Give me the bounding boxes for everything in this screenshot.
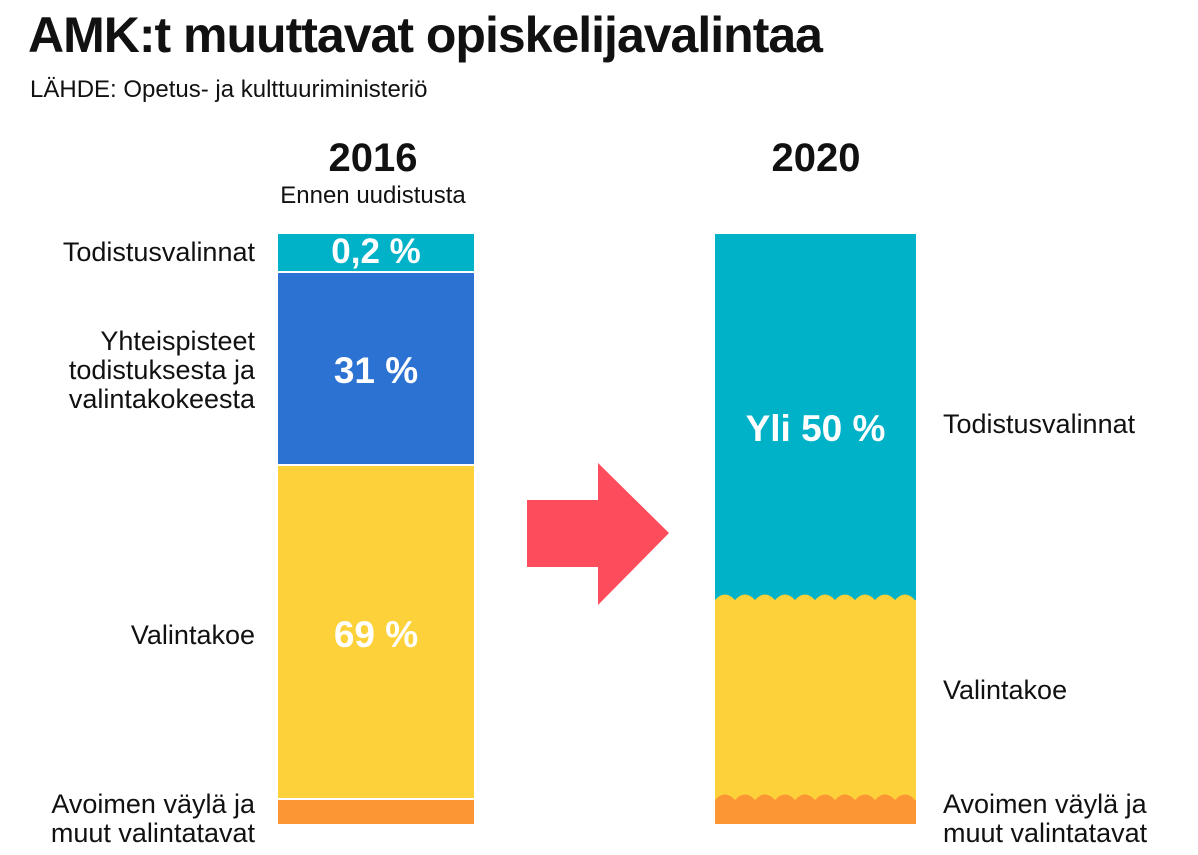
year-2016-label: 2016 xyxy=(328,136,418,180)
bar-2020-valintakoe xyxy=(715,594,916,800)
year-2016-subtitle: Ennen uudistusta xyxy=(280,182,466,209)
right-label-valintakoe: Valintakoe xyxy=(943,675,1068,705)
label-line: muut valintatavat xyxy=(943,818,1148,848)
label-line: todistuksesta ja xyxy=(68,355,255,385)
bar-2020-todistusvalinnat xyxy=(715,234,916,614)
year-2020-label: 2020 xyxy=(771,136,861,180)
label-line: Avoimen väylä ja xyxy=(943,789,1147,819)
left-label-valintakoe: Valintakoe xyxy=(130,620,255,650)
bar-2016-valintakoe-value: 69 % xyxy=(333,614,419,655)
left-label-yhteispisteet: Yhteispisteet todistuksesta ja valintakoke… xyxy=(69,327,255,414)
bar-2016-avoimen-vayla xyxy=(278,799,474,824)
bar-2020-avoimen-vayla xyxy=(715,794,916,824)
bar-2016-todistusvalinnat-value: 0,2 % xyxy=(331,232,421,271)
right-label-avoimen-vayla: Avoimen väylä ja muut valintatavat xyxy=(943,790,1147,848)
label-line: Avoimen väylä ja xyxy=(51,789,255,819)
label-line: valintakokeesta xyxy=(68,384,255,414)
bar-2016-valintakoe xyxy=(278,465,474,799)
bar-2016-todistusvalinnat xyxy=(278,234,474,272)
bar-2016-yhteispisteet-value: 31 % xyxy=(333,350,419,391)
chart-title: AMK:t muuttavat opiskelijavalintaa xyxy=(28,7,823,63)
transition-arrow xyxy=(527,463,669,605)
right-label-todistusvalinnat: Todistusvalinnat xyxy=(943,409,1136,439)
label-line: Yhteispisteet xyxy=(100,326,255,356)
bar-2016-yhteispisteet xyxy=(278,272,474,465)
label-line: muut valintatavat xyxy=(50,818,255,848)
bar-2020-todistusvalinnat-value: Yli 50 % xyxy=(745,408,886,449)
chart-source: LÄHDE: Opetus- ja kulttuuriministeriö xyxy=(30,76,428,103)
left-label-avoimen-vayla: Avoimen väylä ja muut valintatavat xyxy=(51,790,255,848)
left-label-todistusvalinnat: Todistusvalinnat xyxy=(62,237,255,267)
